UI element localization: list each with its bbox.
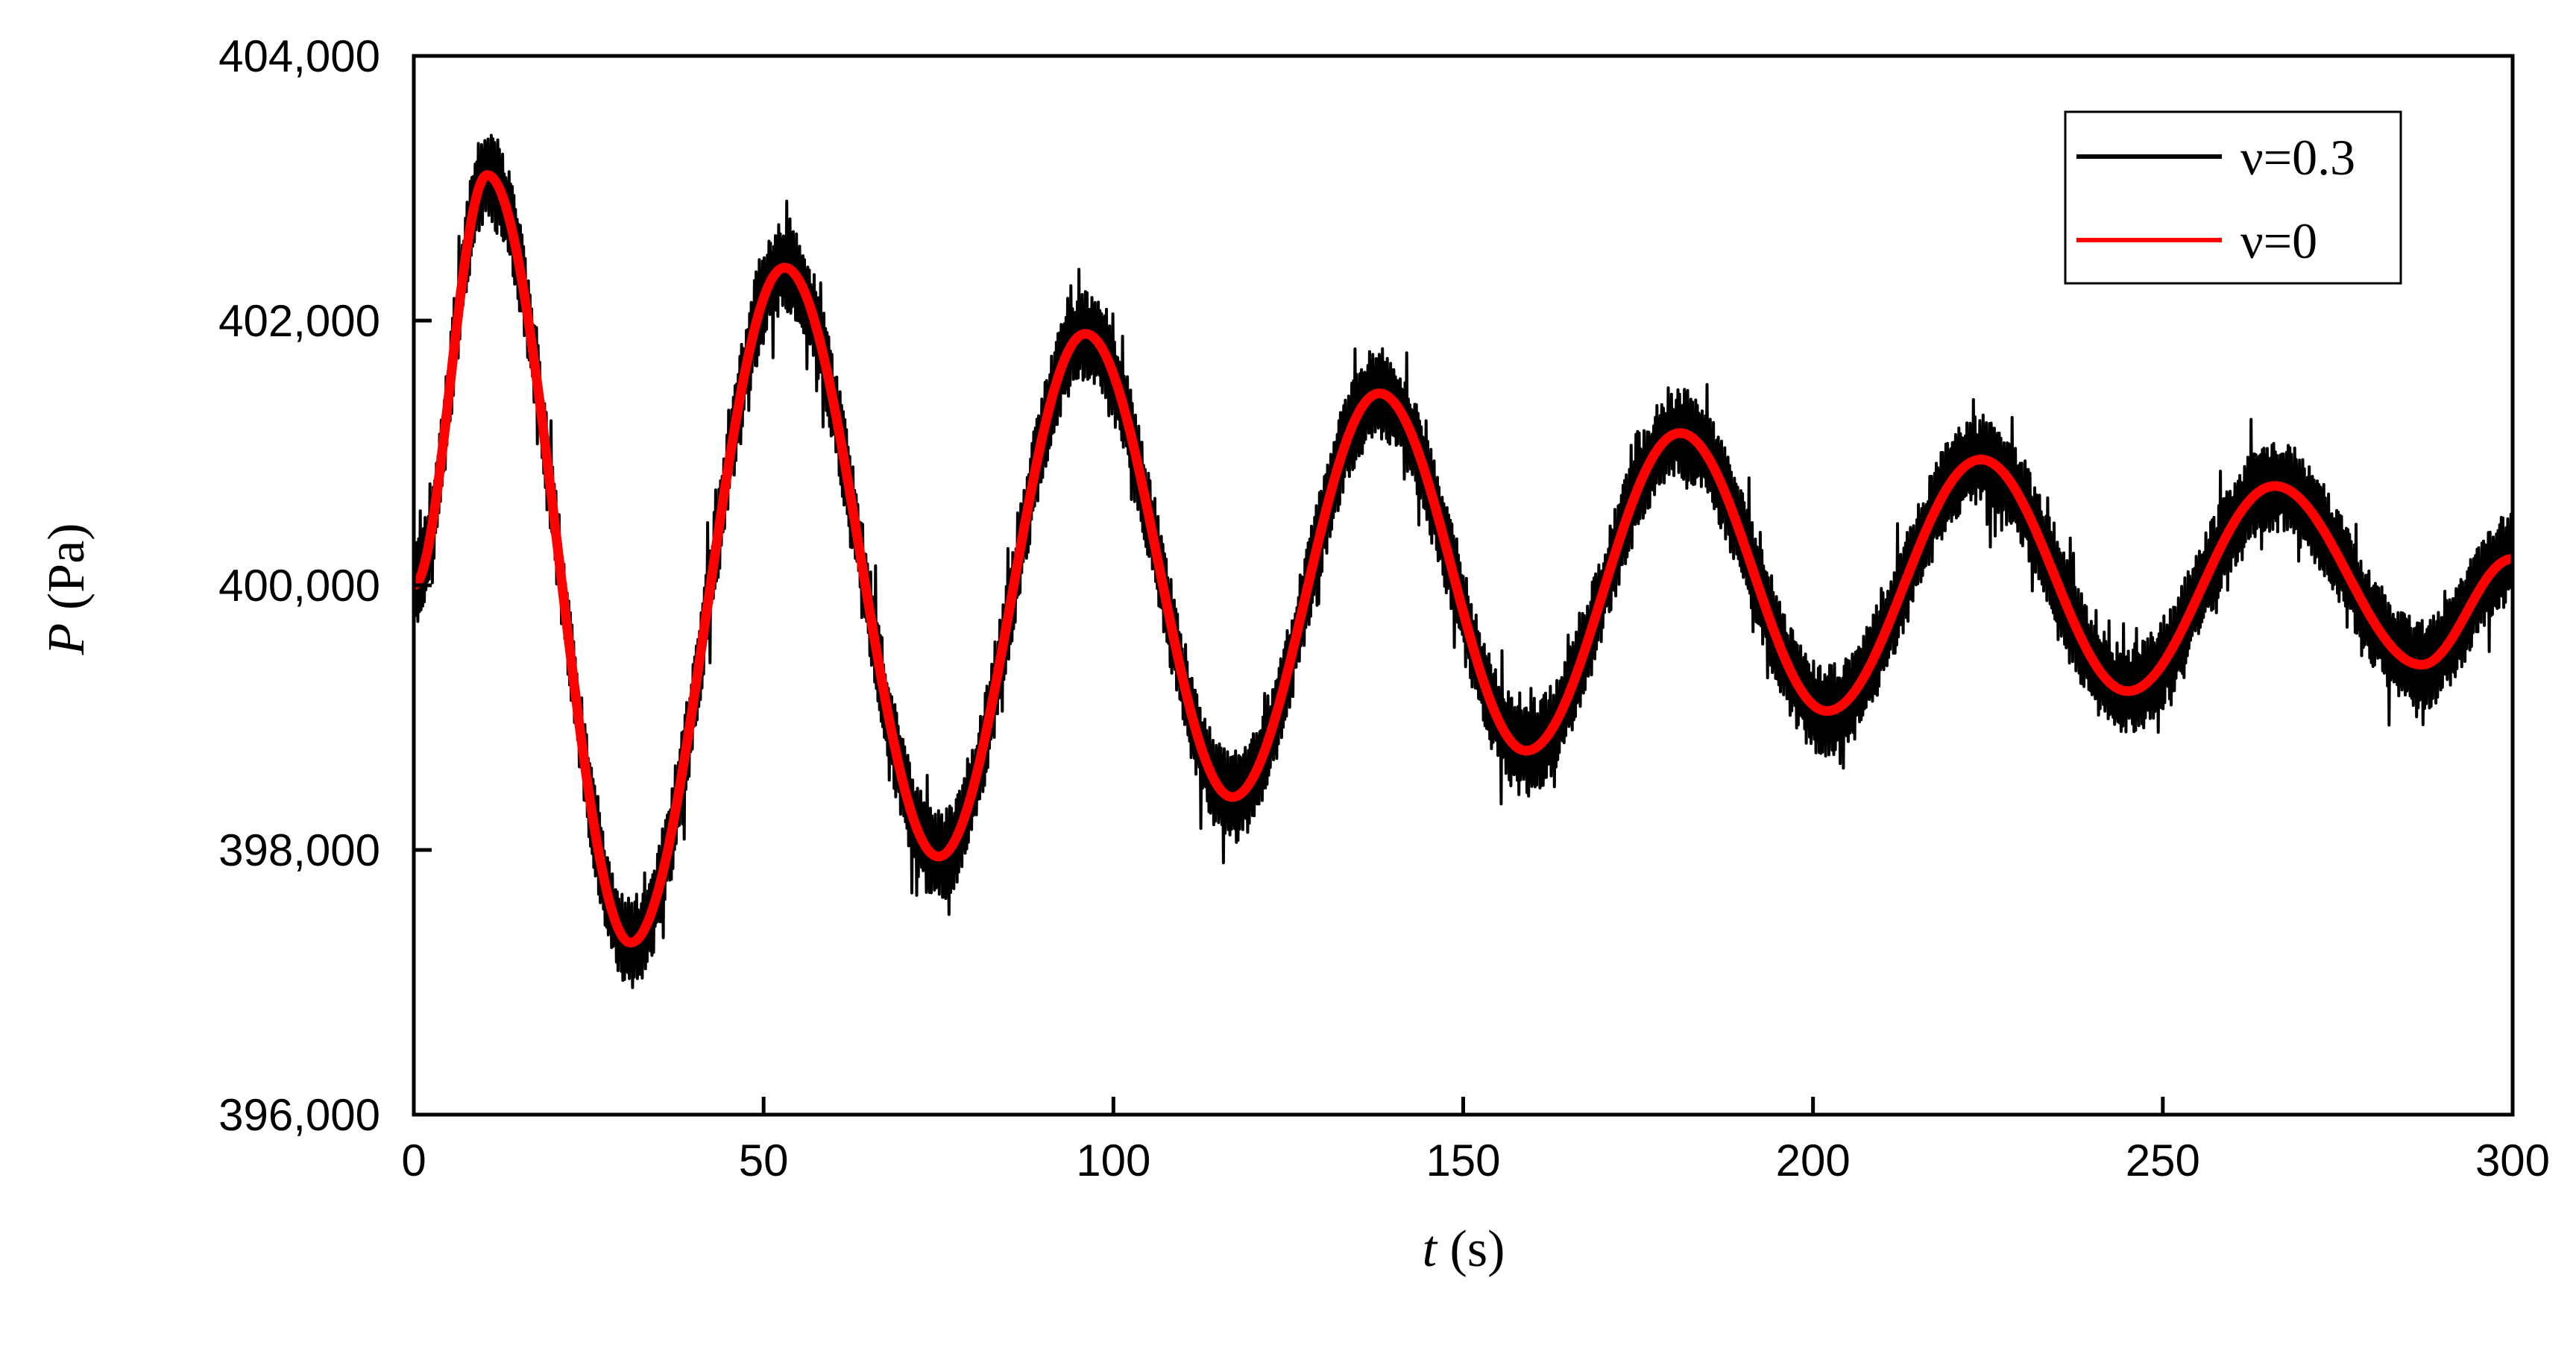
y-axis-unit: (Pa) — [38, 523, 95, 623]
legend-box — [2064, 110, 2402, 285]
y-tick-label: 400,000 — [218, 561, 380, 611]
y-tick-label: 398,000 — [218, 825, 380, 875]
legend-label-nu-0: ν=0 — [2240, 212, 2317, 269]
legend: ν=0.3 ν=0 — [2064, 110, 2402, 285]
x-tick-label: 300 — [2475, 1136, 2550, 1185]
y-tick-label: 404,000 — [218, 31, 380, 81]
series-layer — [410, 133, 2516, 989]
y-axis-label: P (Pa) — [38, 523, 95, 656]
x-axis-unit: (s) — [1437, 1221, 1505, 1278]
labels-layer: 0 50 100 150 200 250 300 396,000 398,000 400,000 4… — [218, 31, 2550, 1185]
x-tick-label: 150 — [1426, 1136, 1500, 1185]
x-tick-label: 250 — [2126, 1136, 2200, 1185]
x-tick-label: 50 — [739, 1136, 789, 1185]
series-line-0 — [412, 133, 2514, 989]
x-axis-label: t (s) — [1423, 1221, 1505, 1278]
series-line-1 — [410, 170, 2516, 948]
y-tick-label: 402,000 — [218, 296, 380, 346]
legend-label-nu-0.3: ν=0.3 — [2240, 129, 2355, 186]
y-tick-label: 396,000 — [218, 1090, 380, 1140]
x-tick-label: 200 — [1776, 1136, 1851, 1185]
x-axis-variable: t — [1423, 1221, 1438, 1278]
y-axis-variable: P — [38, 623, 95, 656]
ticks-layer — [412, 54, 2515, 1117]
x-tick-label: 100 — [1076, 1136, 1150, 1185]
x-tick-label: 0 — [401, 1136, 426, 1185]
